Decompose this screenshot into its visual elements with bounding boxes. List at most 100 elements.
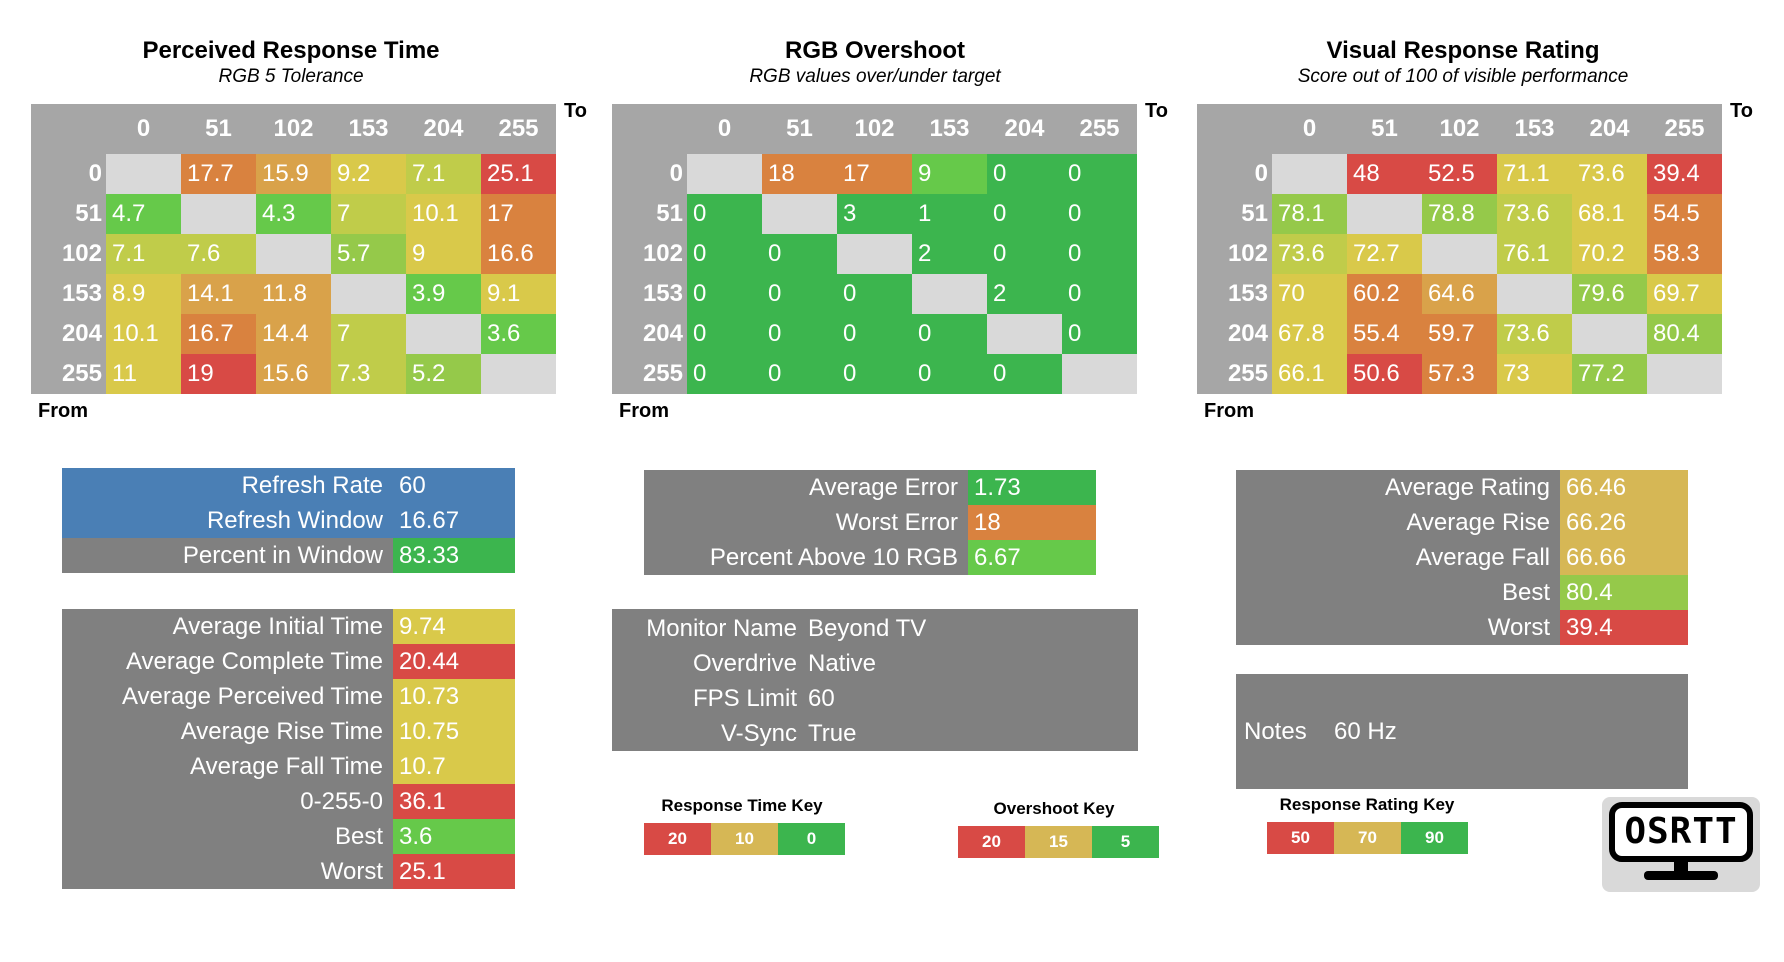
- osrtt-logo: OSRTT: [1602, 797, 1760, 892]
- matrix-cell: 76.1: [1497, 234, 1572, 274]
- notes-value: 60 Hz: [1334, 718, 1397, 745]
- matrix-cell: 0: [687, 274, 762, 314]
- matrix-cell: 9: [406, 234, 481, 274]
- matrix-cell: 70.2: [1572, 234, 1647, 274]
- matrix-cell: 9: [912, 154, 987, 194]
- stat-label: Best: [334, 823, 383, 850]
- stat-label: Percent Above 10 RGB: [709, 544, 958, 571]
- matrix-cell: 67.8: [1272, 314, 1347, 354]
- matrix-cell: 79.6: [1572, 274, 1647, 314]
- matrix-cell: 3: [837, 194, 912, 234]
- stat-value: 9.74: [393, 609, 515, 644]
- stat-row: Refresh Window 16.67: [62, 503, 515, 538]
- matrix-cell: 10.1: [106, 314, 181, 354]
- matrix-cell: 58.3: [1647, 234, 1722, 274]
- matrix-cell: 0: [1062, 314, 1137, 354]
- stat-row: Average Rating 66.46: [1236, 470, 1688, 505]
- key-cell: 20: [644, 823, 711, 855]
- column-header: 102: [1439, 115, 1480, 142]
- stat-value: 1.73: [968, 470, 1096, 505]
- matrix-cell: 72.7: [1347, 234, 1422, 274]
- monitor-value: 60: [808, 685, 835, 712]
- matrix-cell: 0: [1062, 154, 1137, 194]
- matrix-cell: 16.6: [481, 234, 556, 274]
- stat-row: Average Error 1.73: [644, 470, 1096, 505]
- matrix-cell: 7.1: [406, 154, 481, 194]
- key-cell: 10: [711, 823, 778, 855]
- row-header: 102: [61, 240, 102, 267]
- from-label: From: [1204, 400, 1254, 422]
- matrix-cell: 0: [837, 274, 912, 314]
- stat-row: Average Fall Time 10.7: [62, 749, 515, 784]
- matrix-cell: 55.4: [1347, 314, 1422, 354]
- monitor-label: FPS Limit: [692, 685, 797, 712]
- matrix-cell-empty: [687, 154, 762, 194]
- matrix-cell: 80.4: [1647, 314, 1722, 354]
- matrix-cell-empty: [837, 234, 912, 274]
- matrix-cell: 73.6: [1497, 194, 1572, 234]
- matrix-title-overshoot: RGB Overshoot: [784, 37, 966, 64]
- key-cell: 15: [1025, 826, 1092, 858]
- matrix-cell: 0: [762, 274, 837, 314]
- to-label: To: [1145, 100, 1168, 122]
- matrix-cell: 10.1: [406, 194, 481, 234]
- matrix-cell-empty: [987, 314, 1062, 354]
- matrix-cell: 54.5: [1647, 194, 1722, 234]
- row-header: 102: [1227, 240, 1268, 267]
- matrix-cell: 16.7: [181, 314, 256, 354]
- matrix-cell: 17: [481, 194, 556, 234]
- stat-row: Percent Above 10 RGB 6.67: [644, 540, 1096, 575]
- stat-label: Average Fall Time: [190, 753, 383, 780]
- matrix-cell: 0: [687, 314, 762, 354]
- matrix-cell-empty: [256, 234, 331, 274]
- monitor-label: V-Sync: [720, 720, 797, 747]
- monitor-value: Native: [808, 650, 877, 677]
- matrix-cell-empty: [1347, 194, 1422, 234]
- matrix-cell: 0: [912, 314, 987, 354]
- stat-value: 66.26: [1560, 505, 1688, 540]
- column-header: 153: [1514, 115, 1555, 142]
- matrix-cell: 48: [1347, 154, 1422, 194]
- refresh-panel: Refresh Rate 60 Refresh Window 16.67 Percent…: [62, 468, 515, 573]
- stat-row: Average Rise Time 10.75: [62, 714, 515, 749]
- row-header: 204: [61, 320, 102, 347]
- column-header: 204: [1589, 115, 1630, 142]
- key-title: Response Time Key: [661, 796, 823, 815]
- matrix-cell: 7.1: [106, 234, 181, 274]
- matrix-cell: 3.6: [481, 314, 556, 354]
- logo-text: OSRTT: [1624, 811, 1738, 852]
- stat-label: Worst Error: [835, 509, 958, 536]
- column-header: 51: [786, 115, 813, 142]
- matrix-cell: 18: [762, 154, 837, 194]
- matrix-cell: 14.4: [256, 314, 331, 354]
- matrix-cell: 68.1: [1572, 194, 1647, 234]
- matrix-cell: 77.2: [1572, 354, 1647, 394]
- row-header: 51: [75, 200, 102, 227]
- row-header: 51: [1241, 200, 1268, 227]
- monitor-row: Overdrive Native: [612, 646, 1138, 681]
- matrix-cell: 7.3: [331, 354, 406, 394]
- stat-value: 80.4: [1560, 575, 1688, 610]
- matrix-title-rating: Visual Response Rating: [1326, 37, 1600, 64]
- monitor-row: FPS Limit 60: [612, 681, 1138, 716]
- stat-label: Worst: [320, 858, 383, 885]
- stat-label: Refresh Rate: [241, 472, 383, 499]
- column-header-bg: [1197, 104, 1722, 154]
- stat-value: 10.73: [393, 679, 515, 714]
- from-label: From: [38, 400, 88, 422]
- matrix-cell: 0: [762, 354, 837, 394]
- monitor-row: Monitor Name Beyond TV: [612, 611, 1138, 646]
- stat-value: 6.67: [968, 540, 1096, 575]
- row-header: 204: [1227, 320, 1268, 347]
- stat-row: 0-255-0 36.1: [62, 784, 515, 819]
- column-header: 51: [1371, 115, 1398, 142]
- matrix-cell: 14.1: [181, 274, 256, 314]
- monitor-value: True: [808, 720, 857, 747]
- matrix-cell: 8.9: [106, 274, 181, 314]
- matrix-cell: 0: [762, 234, 837, 274]
- error-stats-panel: Average Error 1.73 Worst Error 18 Percent Ab…: [644, 470, 1096, 575]
- stat-value: 36.1: [393, 784, 515, 819]
- row-header: 51: [656, 200, 683, 227]
- matrix-cell: 50.6: [1347, 354, 1422, 394]
- stat-value: 10.7: [393, 749, 515, 784]
